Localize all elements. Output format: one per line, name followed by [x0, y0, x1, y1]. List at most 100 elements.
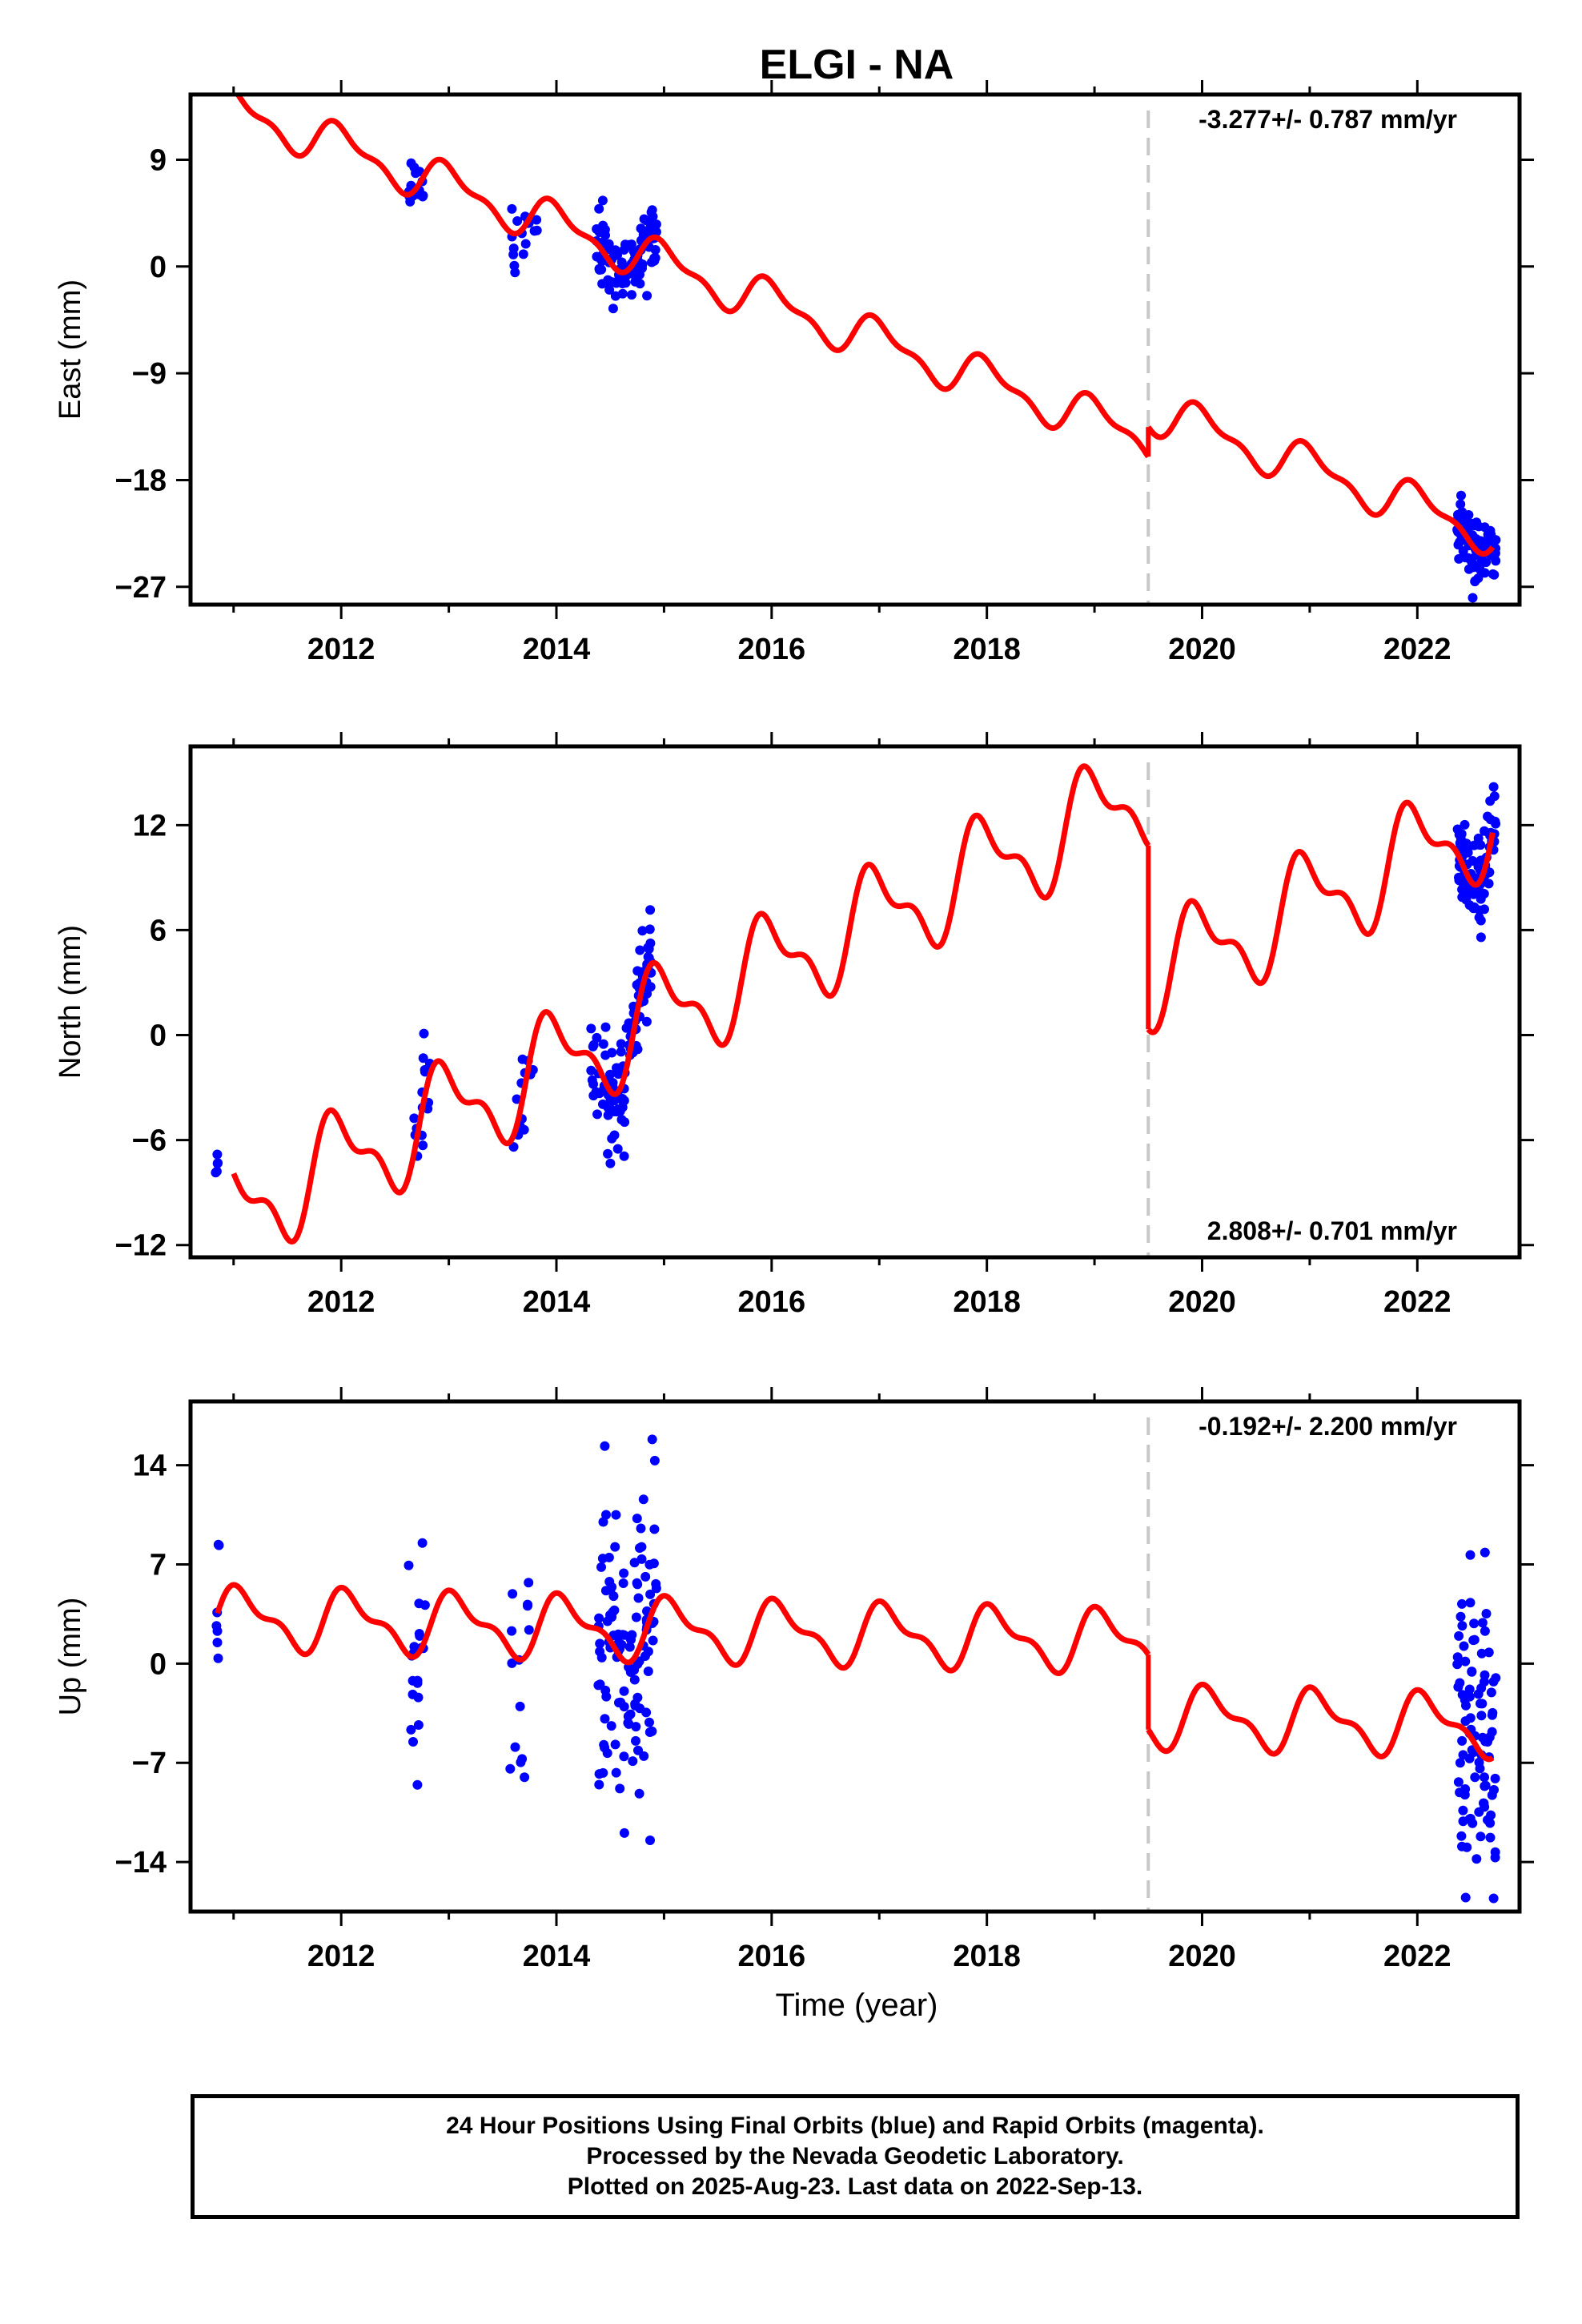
model-fit-curve: [1146, 799, 1496, 1035]
data-point: [213, 1158, 223, 1168]
data-point: [644, 1727, 655, 1737]
data-point: [630, 1700, 640, 1711]
data-point: [1457, 1621, 1468, 1631]
velocity-rate-label: -0.192+/- 2.200 mm/yr: [1199, 1412, 1457, 1441]
y-tick-label: 0: [150, 1019, 167, 1053]
data-point: [1474, 912, 1484, 923]
data-point: [1488, 782, 1499, 792]
data-point: [636, 1554, 647, 1564]
caption-line-2: Processed by the Nevada Geodetic Laborat…: [586, 2143, 1124, 2169]
data-point: [623, 1711, 633, 1722]
data-point: [1477, 1618, 1488, 1628]
figure-title: ELGI - NA: [760, 42, 954, 88]
y-tick-label: 0: [150, 1647, 167, 1681]
data-point: [629, 1558, 640, 1568]
data-point: [1480, 1772, 1489, 1783]
data-point: [598, 1517, 608, 1527]
data-point: [604, 239, 614, 249]
x-tick-label: 2020: [1168, 1940, 1236, 1973]
data-point: [1475, 1763, 1485, 1774]
data-point: [648, 1635, 658, 1646]
data-point: [512, 216, 523, 226]
data-point: [517, 1754, 528, 1764]
data-point: [586, 1023, 596, 1034]
x-tick-label: 2014: [523, 633, 591, 666]
data-point: [594, 1613, 604, 1623]
data-point: [642, 291, 652, 301]
y-tick-label: −12: [115, 1229, 167, 1263]
data-point: [1484, 1647, 1494, 1658]
data-point: [1486, 1687, 1496, 1698]
data-point: [1453, 1777, 1464, 1787]
data-point: [638, 229, 648, 239]
data-point: [606, 1721, 616, 1731]
x-tick-label: 2014: [523, 1940, 591, 1973]
y-tick-label: −18: [115, 464, 167, 497]
data-point: [1476, 1683, 1487, 1693]
data-point: [616, 1039, 626, 1049]
data-point: [1458, 1805, 1468, 1815]
data-point: [647, 205, 657, 215]
data-point: [1456, 1831, 1467, 1841]
x-tick-label: 2014: [523, 1285, 591, 1319]
x-tick-label: 2012: [307, 1940, 375, 1973]
data-point: [532, 215, 542, 225]
data-point: [624, 1018, 634, 1028]
y-tick-label: −14: [115, 1846, 167, 1880]
data-point: [603, 1148, 613, 1159]
data-point: [634, 1788, 644, 1799]
data-point: [1480, 1781, 1490, 1791]
data-point: [640, 1571, 651, 1582]
data-point: [632, 1692, 643, 1703]
data-point: [515, 1701, 525, 1711]
data-point: [520, 239, 531, 249]
data-point: [212, 83, 222, 93]
data-point: [644, 1717, 654, 1727]
data-point: [1483, 1737, 1492, 1747]
data-point: [635, 1543, 644, 1553]
data-point: [1484, 879, 1494, 889]
data-point: [1474, 1916, 1484, 1926]
data-point: [586, 1065, 596, 1076]
data-point: [211, 1621, 222, 1631]
data-point: [1488, 1676, 1499, 1687]
data-point: [523, 1599, 532, 1610]
data-point: [1454, 1630, 1464, 1641]
data-point: [1464, 1684, 1475, 1695]
data-point: [510, 1742, 520, 1752]
data-point: [1460, 1892, 1471, 1903]
data-point: [1486, 1810, 1496, 1820]
data-point: [598, 1039, 608, 1049]
data-point: [1476, 1711, 1487, 1721]
x-tick-label: 2018: [953, 1940, 1021, 1973]
data-point: [1480, 1626, 1490, 1636]
data-point: [616, 1639, 627, 1650]
model-fit-curve: [215, 1582, 1151, 1676]
y-tick-label: −7: [132, 1747, 167, 1780]
data-points: [211, 782, 1501, 1178]
data-point: [505, 1763, 516, 1774]
data-point: [412, 1779, 423, 1790]
y-axis-label: Up (mm): [54, 1598, 87, 1716]
caption-box: 24 Hour Positions Using Final Orbits (bl…: [191, 2094, 1520, 2219]
data-point: [596, 1562, 606, 1572]
data-point: [1460, 1656, 1471, 1667]
data-point: [1467, 1667, 1477, 1677]
data-point: [602, 1616, 612, 1626]
data-point: [1491, 535, 1501, 545]
data-point: [639, 1751, 649, 1761]
data-point: [1476, 932, 1486, 943]
data-point: [518, 249, 528, 259]
data-point: [512, 1094, 522, 1104]
data-point: [643, 1667, 653, 1676]
data-point: [635, 945, 645, 955]
model-fit-curve: [234, 94, 1151, 459]
data-point: [412, 1675, 423, 1686]
data-point: [600, 1022, 611, 1032]
data-point: [418, 1140, 428, 1151]
data-point: [619, 1630, 629, 1640]
data-point: [1454, 875, 1464, 886]
data-point: [1461, 838, 1472, 849]
data-point: [1488, 1893, 1499, 1904]
model-fit-curve: [231, 763, 1151, 1244]
